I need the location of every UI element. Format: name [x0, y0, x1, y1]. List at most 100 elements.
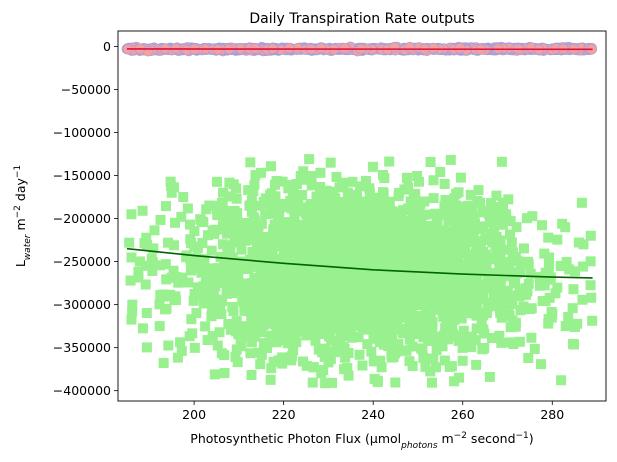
data-point	[503, 194, 514, 205]
data-point	[235, 257, 246, 268]
data-point	[341, 279, 352, 290]
data-point	[407, 341, 418, 352]
data-point	[258, 196, 269, 207]
data-point	[465, 236, 476, 247]
x-tick-label: 240	[361, 407, 385, 422]
data-point	[363, 229, 374, 240]
data-point	[430, 208, 441, 219]
data-point	[192, 282, 203, 293]
data-point	[304, 231, 315, 242]
data-point	[331, 315, 342, 326]
data-point	[439, 355, 450, 366]
data-point	[520, 289, 531, 300]
data-point	[271, 334, 282, 345]
data-point	[275, 198, 286, 209]
data-point	[161, 274, 172, 285]
data-point	[425, 221, 436, 232]
data-point	[377, 187, 388, 198]
data-point	[231, 229, 242, 240]
data-point	[384, 196, 395, 207]
data-point	[239, 321, 250, 332]
data-point	[279, 253, 290, 264]
data-point	[497, 219, 508, 230]
data-point	[394, 252, 405, 263]
data-point	[484, 273, 495, 284]
data-point	[331, 305, 342, 316]
data-point	[276, 307, 287, 318]
data-point	[219, 223, 230, 234]
data-point	[463, 249, 474, 260]
y-tick-label: −100000	[53, 125, 111, 140]
data-point	[439, 247, 450, 258]
data-point	[429, 295, 440, 306]
data-point	[265, 272, 276, 283]
data-point	[370, 277, 381, 288]
data-point	[451, 200, 462, 211]
data-point	[280, 230, 291, 241]
data-point	[338, 179, 349, 190]
data-point	[449, 240, 460, 251]
data-point	[404, 356, 415, 367]
data-point	[475, 239, 486, 250]
data-point	[375, 355, 386, 366]
data-point	[302, 216, 313, 227]
data-point	[324, 326, 335, 337]
data-point	[434, 267, 445, 278]
data-point	[423, 292, 434, 303]
data-point	[400, 283, 411, 294]
data-point	[320, 378, 331, 389]
data-point	[457, 342, 468, 353]
data-point	[421, 301, 432, 312]
data-point	[441, 207, 452, 218]
data-point	[343, 348, 354, 359]
data-point	[399, 301, 410, 312]
data-point	[280, 286, 291, 297]
data-point	[317, 194, 328, 205]
data-point	[243, 331, 254, 342]
data-point	[362, 272, 373, 283]
data-point	[443, 235, 454, 246]
data-point	[288, 297, 299, 308]
data-point	[409, 223, 420, 234]
data-point	[326, 196, 337, 207]
data-point	[219, 257, 230, 268]
data-point	[477, 344, 488, 355]
data-point	[369, 216, 380, 227]
data-point	[569, 266, 580, 277]
data-point	[330, 218, 341, 229]
data-point	[353, 305, 364, 316]
data-point	[207, 273, 218, 284]
data-point	[195, 214, 206, 225]
data-point	[197, 237, 208, 248]
data-point	[212, 210, 223, 221]
data-point	[484, 371, 495, 382]
data-point	[304, 259, 315, 270]
data-point	[333, 283, 344, 294]
data-point	[518, 243, 529, 254]
data-point	[378, 270, 389, 281]
data-point	[287, 282, 298, 293]
data-point	[435, 166, 446, 177]
data-point	[198, 264, 209, 275]
data-point	[356, 255, 367, 266]
y-tick-label: −250000	[53, 254, 111, 269]
data-point	[356, 196, 367, 207]
data-point	[543, 232, 554, 243]
data-point	[280, 225, 291, 236]
data-point	[330, 347, 341, 358]
series-1	[124, 154, 598, 389]
data-point	[232, 357, 243, 368]
data-point	[344, 331, 355, 342]
data-point	[297, 189, 308, 200]
data-point	[394, 187, 405, 198]
data-point	[389, 42, 400, 53]
data-point	[266, 363, 277, 374]
data-point	[304, 246, 315, 257]
data-point	[178, 192, 189, 203]
data-point	[141, 240, 152, 251]
data-point	[526, 332, 537, 343]
data-point	[267, 246, 278, 257]
data-point	[518, 301, 529, 312]
data-point	[445, 322, 456, 333]
data-point	[243, 282, 254, 293]
